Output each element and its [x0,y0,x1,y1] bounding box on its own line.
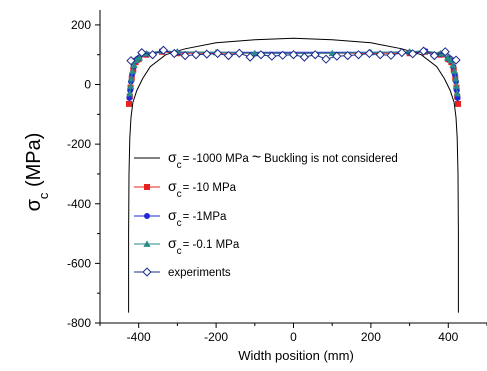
data-point [288,50,299,60]
legend-marker [144,213,150,219]
x-tick-label: 400 [438,330,458,344]
x-tick-label: -200 [204,330,228,344]
data-point [126,100,133,107]
data-point [450,67,459,74]
data-point [126,56,136,66]
y-tick-label: -400 [67,197,91,211]
data-point [375,50,385,60]
y-tick-label: 0 [84,78,91,92]
data-point [135,54,144,61]
legend: σc= -1000 MPa ~ Buckling is not considered… [134,149,398,279]
legend-marker [142,267,152,277]
y-tick-label: -200 [67,137,91,151]
data-point [299,52,309,62]
data-point [408,49,418,59]
y-axis-label: σc (MPa) [23,133,51,212]
data-point [452,74,460,82]
legend-entry: experiments [134,267,231,279]
data-point [310,50,320,60]
y-tick-label: -800 [67,316,91,330]
data-point [180,51,190,61]
data-point [267,51,277,61]
legend-label: σc= -0.1 MPa [168,235,240,257]
axes: -400 -200 0 200 400 -800 -600 -400 -200 0 200 [67,10,487,344]
data-point [158,45,169,55]
x-tick-label: 200 [361,330,381,344]
data-point [332,51,342,61]
data-point [127,74,135,82]
data-point [353,50,364,60]
data-point [440,47,450,57]
x-axis-label: Width position (mm) [238,348,354,363]
y-tick-label: -600 [67,256,91,270]
data-point [169,48,179,59]
data-point [256,50,266,60]
data-point [126,89,134,97]
data-point [343,51,353,61]
data-point [321,54,331,64]
series-line [128,51,459,104]
data-point [202,49,212,59]
data-point [454,94,461,101]
data-point [191,50,201,60]
data-point [245,52,255,62]
data-point [234,48,244,58]
data-point [397,48,407,58]
data-point [251,49,259,57]
data-point [137,48,147,58]
data-point [386,50,396,60]
series-5 [126,45,461,66]
data-point [429,51,439,61]
data-point [418,46,429,56]
data-point [128,67,137,74]
legend-entry: σc= -1000 MPa ~ Buckling is not considered [134,149,398,171]
legend-label: σc= -1MPa [168,207,227,229]
legend-marker [144,184,150,190]
plot-area [126,37,461,313]
data-point [451,55,461,65]
data-point [126,82,135,89]
legend-entry: σc= -10 MPa [134,178,237,200]
data-point [453,89,461,97]
data-point [213,48,223,59]
data-point [148,50,158,60]
data-point [454,100,461,107]
legend-entry: σc= -1MPa [134,207,227,229]
x-tick-label: -400 [127,330,151,344]
data-point [449,61,457,69]
legend-label: σc= -1000 MPa ~ Buckling is not considered [168,149,398,171]
data-point [364,48,374,59]
data-point [126,94,133,101]
y-tick-label: 200 [71,18,91,32]
legend-entry: σc= -0.1 MPa [134,235,240,257]
data-point [447,56,455,63]
legend-label: σc= -10 MPa [168,178,237,200]
legend-marker [143,240,151,247]
x-tick-label: 0 [290,330,297,344]
data-point [130,61,138,69]
data-point [278,50,288,60]
data-point [452,82,461,89]
legend-label: experiments [168,267,231,279]
series-line [128,37,459,313]
series-1 [128,37,459,313]
data-point [223,51,234,61]
